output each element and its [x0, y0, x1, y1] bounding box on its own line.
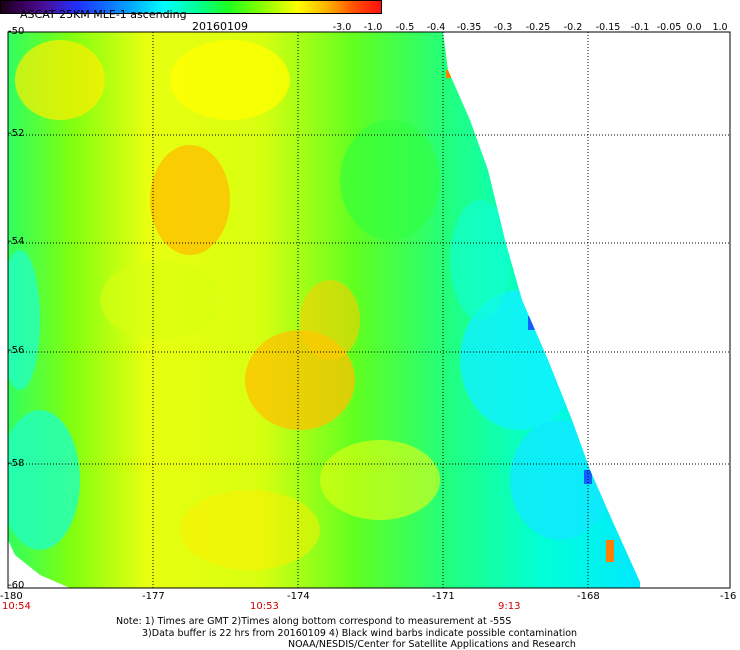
lon-label: -171 [432, 591, 455, 602]
colorbar-label: -0.15 [595, 22, 621, 33]
footer-note-line3: NOAA/NESDIS/Center for Satellite Applica… [288, 639, 576, 650]
footer-note-line2: 3)Data buffer is 22 hrs from 20160109 4)… [142, 628, 578, 639]
data-swath [8, 32, 640, 588]
lon-label: -174 [287, 591, 310, 602]
time-label: 9:13 [498, 601, 521, 612]
colorbar-label: -0.25 [525, 22, 551, 33]
lat-label: -60 [8, 580, 25, 591]
colorbar-label: -0.05 [656, 22, 682, 33]
colorbar-label: -0.1 [630, 22, 650, 33]
lon-label: -177 [142, 591, 165, 602]
lon-label: -168 [577, 591, 600, 602]
colorbar-label: -0.5 [395, 22, 415, 33]
lat-label: -56 [8, 345, 25, 356]
lon-label: -16 [720, 591, 737, 602]
lat-label: -54 [8, 236, 25, 247]
map-title: ASCAT 25KM MLE-1 ascending [20, 8, 187, 21]
colorbar-label: -1.0 [363, 22, 383, 33]
colorbar [0, 0, 382, 14]
colorbar-label: -0.35 [456, 22, 482, 33]
lat-label: -52 [8, 128, 25, 139]
graticule [8, 32, 730, 588]
lat-label: -58 [8, 458, 25, 469]
colorbar-label: -0.3 [493, 22, 513, 33]
colorbar-label: -0.2 [563, 22, 583, 33]
time-label: 10:53 [250, 601, 279, 612]
colorbar-label: -3.0 [332, 22, 352, 33]
map-date: 20160109 [192, 20, 248, 33]
footer-note-line1: Note: 1) Times are GMT 2)Times along bot… [116, 616, 512, 627]
colorbar-label: 1.0 [712, 22, 728, 33]
map-frame [7, 31, 731, 589]
lat-label: -50 [8, 26, 25, 37]
colorbar-label: -0.4 [426, 22, 446, 33]
wind-speed-patches [8, 40, 614, 570]
time-label: 10:54 [2, 601, 31, 612]
lon-label: -180 [0, 591, 23, 602]
colorbar-label: 0.0 [686, 22, 702, 33]
